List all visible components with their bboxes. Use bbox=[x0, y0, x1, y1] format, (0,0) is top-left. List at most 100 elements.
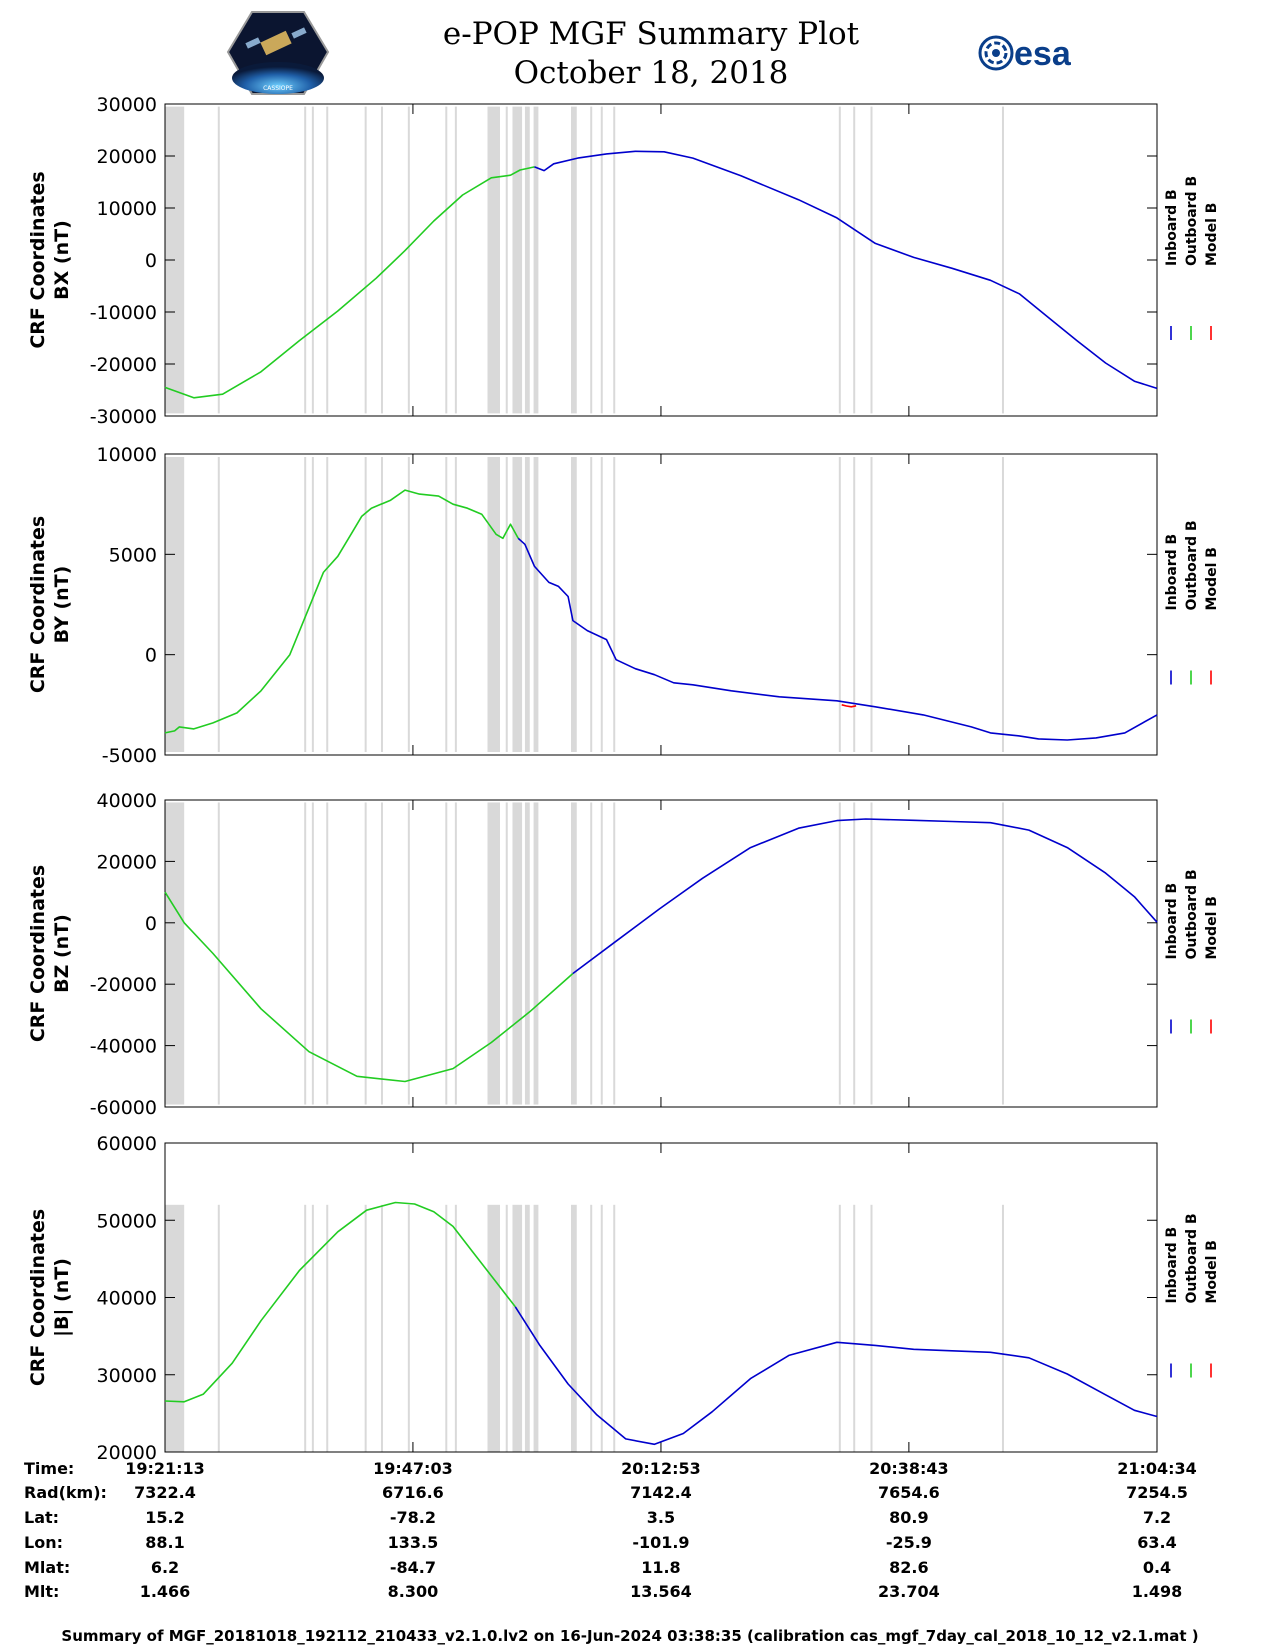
plot-date: October 18, 2018 bbox=[514, 55, 789, 91]
data-gap-band bbox=[590, 457, 593, 752]
data-gap-band bbox=[217, 802, 220, 1105]
data-gap-band bbox=[533, 106, 539, 414]
info-cell: 19:21:13 bbox=[125, 1459, 205, 1478]
data-gap-band bbox=[311, 106, 314, 414]
inboard-b-series-line bbox=[517, 537, 1158, 741]
data-gap-band bbox=[311, 1204, 314, 1452]
data-gap-band bbox=[533, 457, 539, 752]
data-gap-band bbox=[505, 1204, 508, 1452]
outboard-b-series-line bbox=[164, 1201, 516, 1403]
y-axis-label: CRF Coordinates bbox=[27, 1209, 49, 1386]
data-gap-band bbox=[613, 106, 616, 414]
y-tick-label: 20000 bbox=[97, 851, 157, 873]
y-axis-unit-label: BZ (nT) bbox=[51, 914, 73, 993]
legend-label: Outboard B bbox=[1184, 1213, 1200, 1303]
data-gap-band bbox=[454, 802, 457, 1105]
chart-panel-bx: -30000 -20000 -10000 0 10000 20000 30000 CRF Co… bbox=[27, 94, 1220, 428]
y-axis-label: CRF Coordinates bbox=[27, 171, 49, 348]
data-gap-band bbox=[380, 802, 383, 1105]
data-gap-band bbox=[407, 1204, 410, 1452]
data-gap-band bbox=[487, 1204, 500, 1452]
data-gap-band bbox=[326, 106, 329, 414]
data-gap-band bbox=[454, 457, 457, 752]
data-gap-band bbox=[838, 457, 841, 752]
data-gap-band bbox=[445, 802, 448, 1105]
data-gap-band bbox=[217, 1204, 220, 1452]
y-tick-label: 50000 bbox=[97, 1210, 157, 1232]
cassiope-logo-text: CASSIOPE bbox=[263, 85, 293, 92]
info-cell: 7654.6 bbox=[878, 1483, 940, 1502]
data-gap-band bbox=[407, 802, 410, 1105]
data-gap-band bbox=[590, 106, 593, 414]
data-gap-band bbox=[600, 1204, 603, 1452]
info-cell: 11.8 bbox=[641, 1558, 680, 1577]
data-gap-band bbox=[870, 802, 873, 1105]
data-gap-band bbox=[524, 106, 530, 414]
data-gap-band bbox=[512, 457, 523, 752]
data-gap-band bbox=[613, 1204, 616, 1452]
data-gap-band bbox=[600, 106, 603, 414]
info-cell: 7142.4 bbox=[630, 1483, 692, 1502]
cassiope-logo: CASSIOPE bbox=[226, 11, 330, 95]
data-gap-band bbox=[505, 802, 508, 1105]
y-tick-label: -10000 bbox=[90, 302, 157, 324]
info-cell: 63.4 bbox=[1137, 1533, 1176, 1552]
data-gap-band bbox=[853, 106, 856, 414]
info-row-label: Lat: bbox=[24, 1508, 59, 1527]
data-gap-band bbox=[311, 802, 314, 1105]
y-axis-unit-label: BY (nT) bbox=[51, 566, 73, 644]
data-gap-band bbox=[304, 106, 307, 414]
data-gap-band bbox=[870, 1204, 873, 1452]
data-gap-band bbox=[364, 1204, 367, 1452]
data-gap-band bbox=[1001, 457, 1004, 752]
chart-panel-by: -5000 0 5000 10000 CRF Coordinates BY (nT) Inb… bbox=[27, 444, 1220, 767]
data-gap-band bbox=[364, 802, 367, 1105]
info-cell: 19:47:03 bbox=[373, 1459, 453, 1478]
data-gap-band bbox=[445, 106, 448, 414]
data-gap-band bbox=[571, 802, 577, 1105]
y-tick-label: 40000 bbox=[97, 790, 157, 812]
y-tick-label: -20000 bbox=[90, 974, 157, 996]
info-cell: 88.1 bbox=[145, 1533, 184, 1552]
data-gap-band bbox=[533, 802, 539, 1105]
y-tick-label: -60000 bbox=[90, 1097, 157, 1119]
data-gap-band bbox=[512, 802, 523, 1105]
data-gap-band bbox=[304, 802, 307, 1105]
data-gap-band bbox=[364, 457, 367, 752]
info-row-label: Mlt: bbox=[24, 1582, 59, 1601]
data-gap-band bbox=[505, 457, 508, 752]
data-gap-band bbox=[590, 1204, 593, 1452]
legend-label: Model B bbox=[1204, 203, 1220, 266]
data-gap-band bbox=[454, 1204, 457, 1452]
info-cell: 21:04:34 bbox=[1117, 1459, 1197, 1478]
data-gap-band bbox=[1001, 1204, 1004, 1452]
y-axis-unit-label: BX (nT) bbox=[51, 220, 73, 300]
info-cell: 15.2 bbox=[145, 1508, 184, 1527]
y-tick-label: 20000 bbox=[97, 1442, 157, 1464]
info-cell: 8.300 bbox=[388, 1582, 439, 1601]
info-cell: 133.5 bbox=[388, 1533, 439, 1552]
legend-label: Model B bbox=[1204, 547, 1220, 610]
data-gap-band bbox=[445, 457, 448, 752]
info-cell: 23.704 bbox=[878, 1582, 940, 1601]
plot-title: e-POP MGF Summary Plot bbox=[443, 16, 860, 52]
data-gap-band bbox=[407, 457, 410, 752]
data-gap-band bbox=[326, 802, 329, 1105]
y-axis-label: CRF Coordinates bbox=[27, 516, 49, 693]
info-cell: 1.466 bbox=[140, 1582, 191, 1601]
y-tick-label: -30000 bbox=[90, 406, 157, 428]
inboard-b-series-line bbox=[514, 1306, 1158, 1446]
data-gap-band bbox=[326, 1204, 329, 1452]
data-gap-band bbox=[512, 106, 523, 414]
data-gap-band bbox=[165, 1204, 185, 1452]
y-tick-label: 10000 bbox=[97, 198, 157, 220]
info-cell: 6716.6 bbox=[382, 1483, 444, 1502]
data-gap-band bbox=[613, 457, 616, 752]
y-tick-label: 40000 bbox=[97, 1288, 157, 1310]
info-row-label: Time: bbox=[24, 1459, 74, 1478]
data-gap-band bbox=[505, 106, 508, 414]
inboard-b-series-line bbox=[572, 818, 1158, 975]
data-gap-band bbox=[590, 802, 593, 1105]
data-gap-band bbox=[853, 802, 856, 1105]
